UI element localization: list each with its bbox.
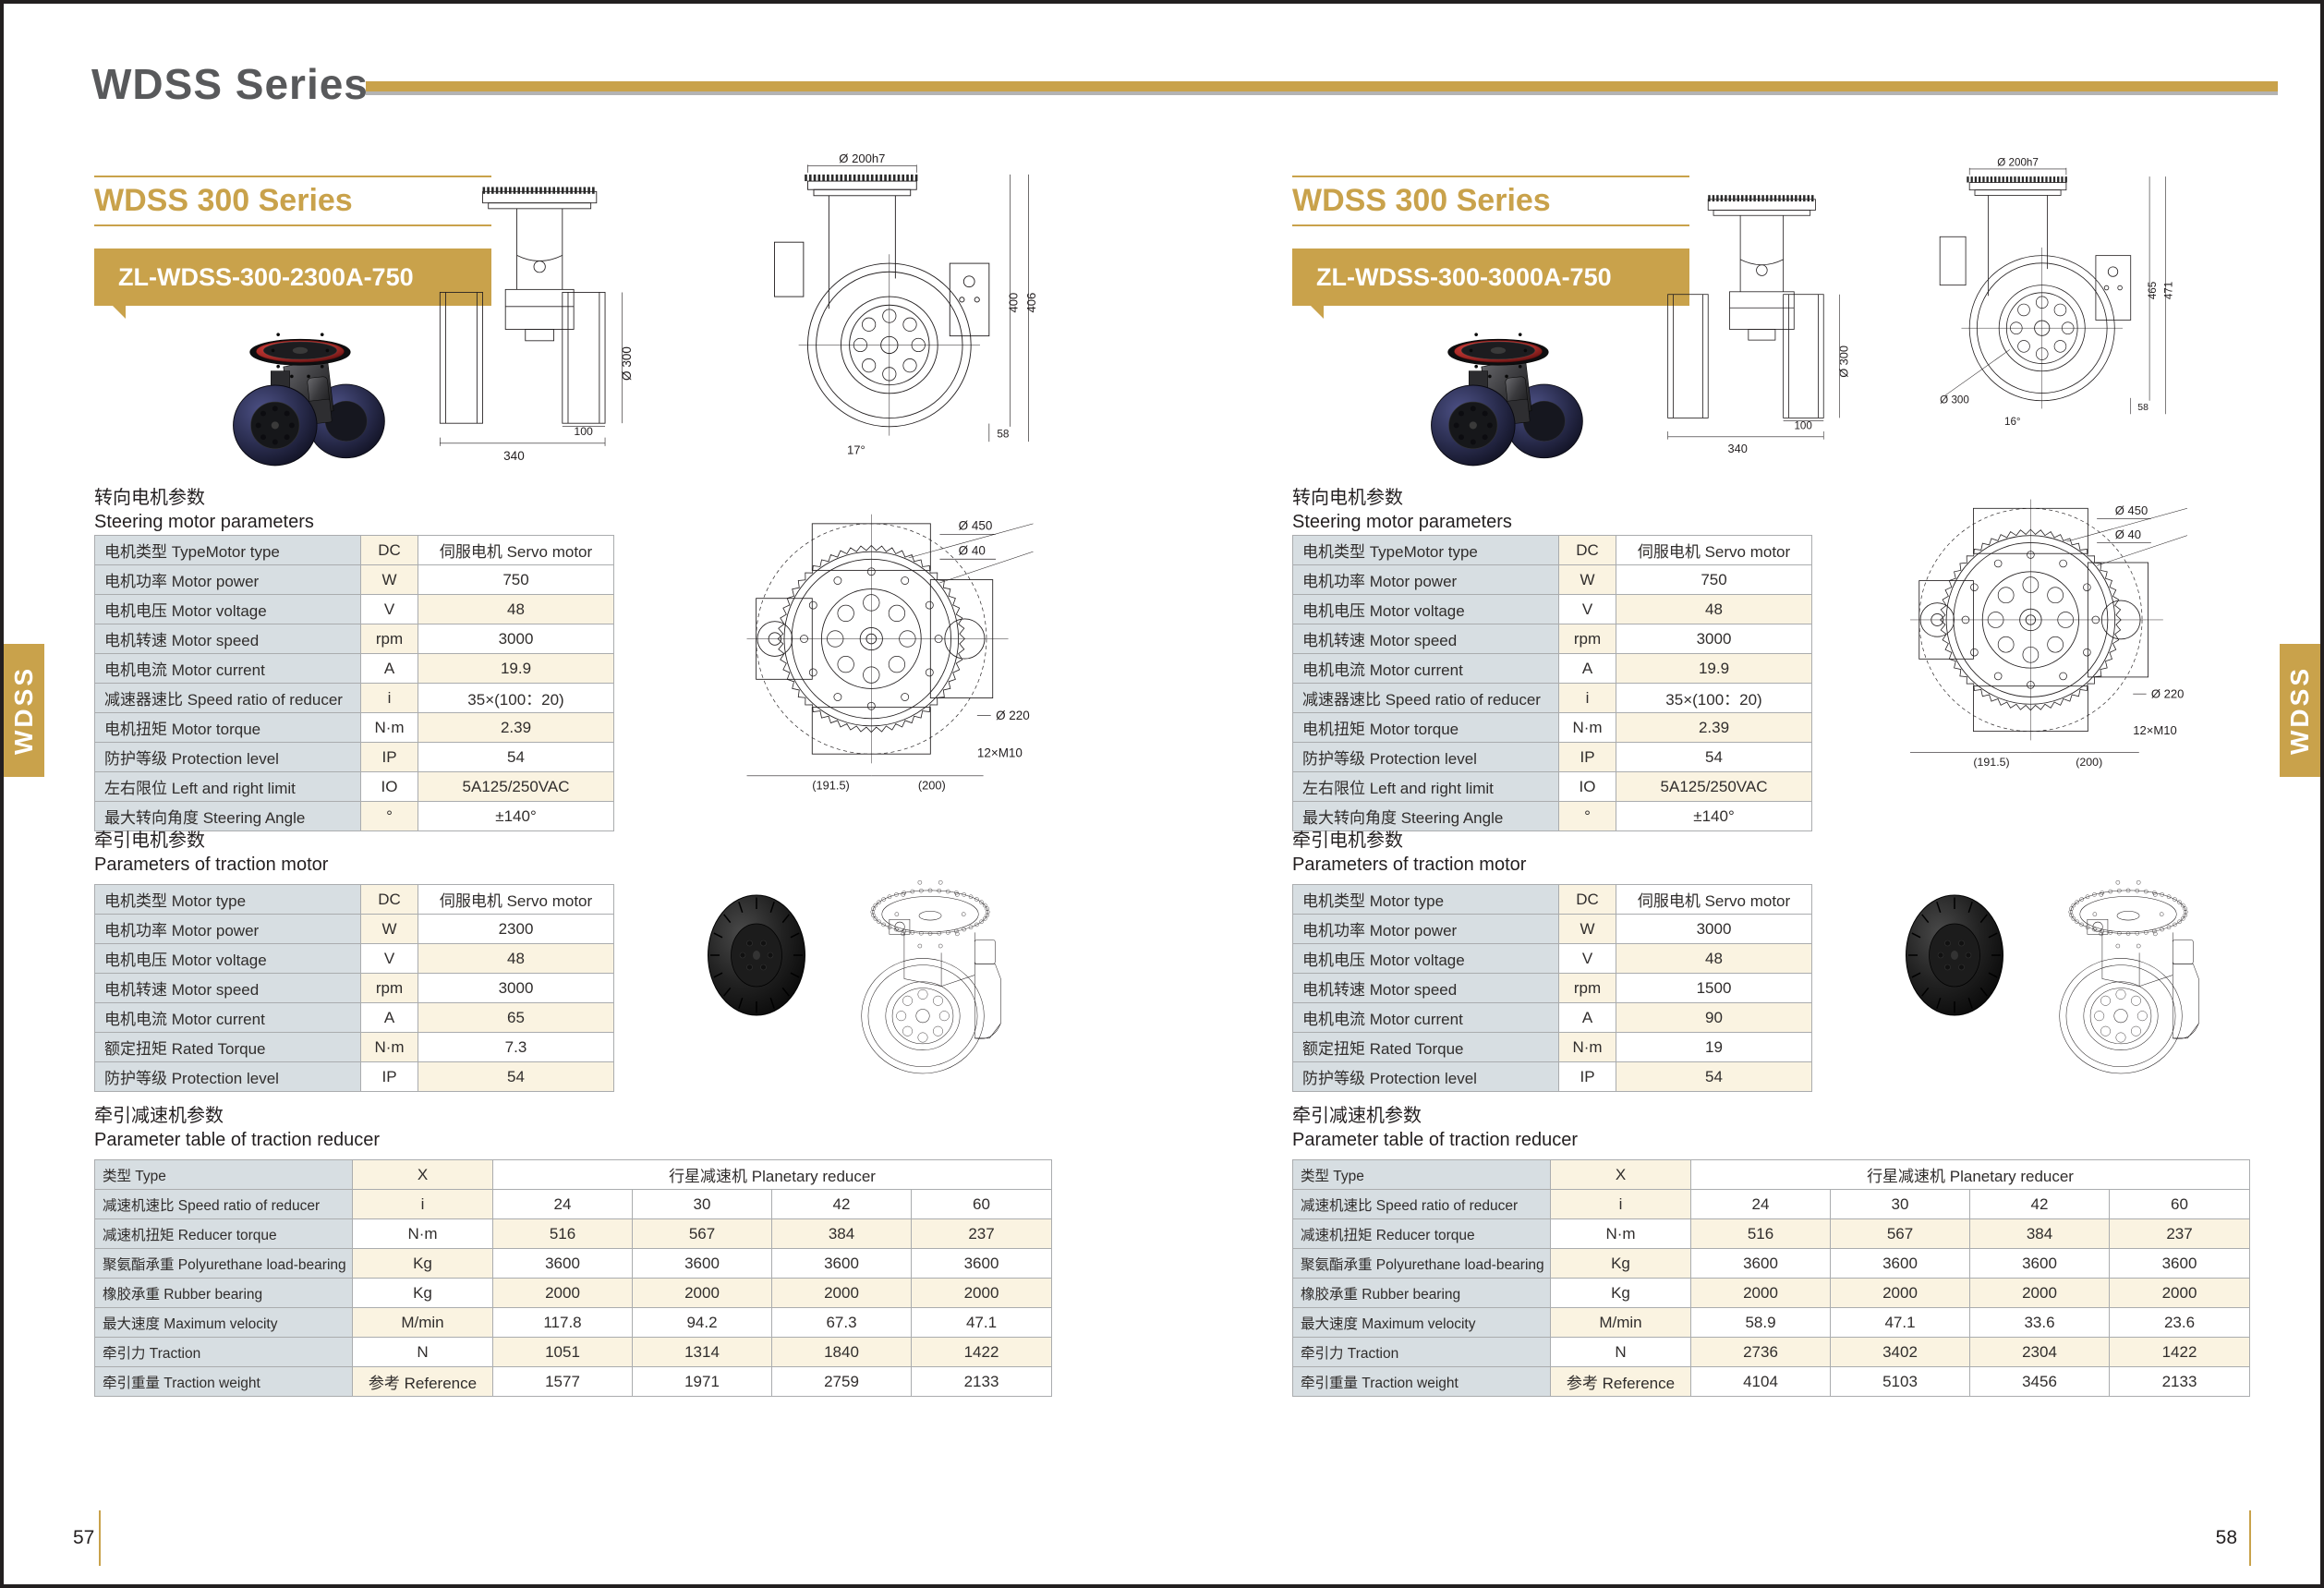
svg-text:Ø 200h7: Ø 200h7 (1997, 156, 2039, 168)
svg-text:406: 406 (1024, 293, 1038, 313)
svg-text:58: 58 (997, 429, 1010, 441)
svg-text:Ø 220: Ø 220 (996, 709, 1030, 722)
svg-text:Ø 200h7: Ø 200h7 (839, 152, 885, 165)
svg-text:Ø 300: Ø 300 (620, 346, 634, 381)
svg-text:100: 100 (574, 425, 593, 438)
svg-text:Ø 300: Ø 300 (1940, 394, 1969, 406)
svg-text:Ø 450: Ø 450 (2115, 503, 2148, 517)
svg-text:58: 58 (2137, 403, 2148, 413)
svg-text:(200): (200) (918, 779, 946, 793)
svg-text:100: 100 (1794, 420, 1811, 432)
svg-text:Ø 220: Ø 220 (2151, 687, 2185, 701)
svg-text:465: 465 (2147, 282, 2159, 299)
svg-text:400: 400 (1007, 293, 1021, 313)
svg-text:17°: 17° (847, 442, 865, 456)
svg-text:Ø 450: Ø 450 (959, 519, 993, 533)
svg-text:16°: 16° (2004, 416, 2021, 428)
svg-text:12×M10: 12×M10 (2133, 723, 2176, 737)
svg-text:(200): (200) (2076, 756, 2102, 769)
svg-text:(191.5): (191.5) (1973, 756, 2009, 769)
svg-text:340: 340 (1728, 442, 1748, 455)
svg-text:Ø 300: Ø 300 (1836, 345, 1850, 378)
svg-text:12×M10: 12×M10 (977, 746, 1023, 760)
svg-text:Ø 40: Ø 40 (2115, 527, 2141, 541)
svg-text:Ø 40: Ø 40 (959, 544, 986, 558)
svg-text:(191.5): (191.5) (812, 779, 850, 793)
svg-text:471: 471 (2163, 282, 2175, 299)
svg-text:340: 340 (503, 449, 525, 463)
